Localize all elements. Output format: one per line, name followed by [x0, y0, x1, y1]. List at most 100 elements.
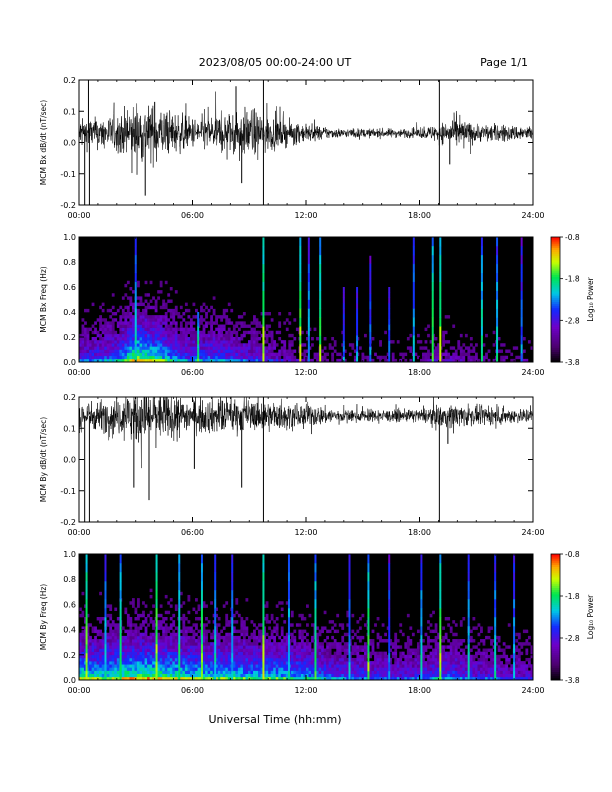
spectrogram-cell	[255, 340, 259, 344]
series-line	[78, 91, 534, 175]
spectrogram-cell	[379, 654, 382, 659]
spectrogram-cell	[361, 648, 365, 652]
spectrogram-cell	[487, 664, 491, 668]
spectrogram-cell	[505, 667, 509, 671]
spectrogram-cell	[189, 352, 193, 357]
streak	[494, 581, 497, 591]
spectrogram-cell	[270, 645, 274, 649]
spectrogram-cell	[202, 670, 206, 674]
spectrogram-cell	[187, 352, 191, 357]
spectrogram-cell	[429, 651, 433, 656]
spectrogram-cell	[245, 349, 249, 353]
spectrogram-cell	[225, 358, 229, 362]
spectrogram-cell	[255, 358, 259, 362]
spectrogram-cell	[94, 661, 97, 665]
streak	[412, 299, 415, 309]
spectrogram-cell	[139, 673, 143, 678]
spectrogram-cell	[142, 661, 145, 665]
spectrogram-cell	[111, 629, 115, 634]
spectrogram-cell	[119, 327, 123, 332]
spectrogram-cell	[253, 645, 256, 649]
spectrogram-cell	[485, 651, 488, 656]
spectrogram-cell	[109, 337, 113, 341]
streak	[287, 563, 290, 573]
spectrogram-cell	[333, 623, 337, 627]
spectrogram-cell	[321, 667, 324, 671]
spectrogram-cell	[81, 632, 85, 637]
streak	[513, 626, 516, 636]
spectrogram-cell	[84, 308, 87, 313]
x-tick-label: 06:00	[181, 528, 204, 537]
spectrogram-cell	[225, 330, 229, 335]
spectrogram-cell	[515, 667, 519, 671]
spectrogram-cell	[227, 645, 231, 649]
streak	[388, 617, 391, 627]
spectrogram-cell	[131, 302, 135, 307]
streak	[299, 344, 302, 354]
spectrogram-cell	[195, 632, 198, 637]
spectrogram-cell	[371, 651, 375, 656]
spectrogram-cell	[235, 642, 239, 646]
spectrogram-cell	[364, 645, 367, 649]
spectrogram-cell	[527, 642, 531, 646]
spectrogram-cell	[137, 598, 140, 602]
spectrogram-cell	[452, 620, 456, 624]
colorbar-swatch	[551, 646, 560, 649]
streak	[369, 308, 372, 317]
spectrogram-cell	[126, 280, 130, 285]
streak	[520, 245, 523, 256]
spectrogram-cell	[447, 657, 451, 662]
streak	[388, 329, 391, 336]
spectrogram-cell	[157, 667, 161, 671]
spectrogram-cell	[232, 349, 236, 353]
spectrogram-cell	[235, 673, 239, 678]
spectrogram-cell	[273, 343, 277, 347]
spectrogram-cell	[427, 626, 430, 630]
colorbar-swatch	[551, 303, 560, 307]
spectrogram-cell	[91, 673, 95, 678]
spectrogram-cell	[242, 355, 246, 360]
spectrogram-cell	[298, 623, 302, 627]
streak	[348, 572, 351, 582]
spectrogram-cell	[154, 330, 158, 335]
spectrogram-cell	[167, 330, 171, 335]
spectrogram-cell	[187, 349, 191, 353]
spectrogram-cell	[459, 673, 463, 678]
spectrogram-cell	[131, 321, 135, 325]
streak	[369, 286, 372, 294]
spectrogram-cell	[99, 620, 102, 624]
spectrogram-cell	[353, 642, 357, 646]
spectrogram-cell	[121, 349, 125, 353]
spectrogram-cell	[129, 657, 133, 662]
spectrogram-cell	[134, 661, 138, 665]
streak	[262, 245, 265, 256]
streak	[307, 299, 310, 309]
spectrogram-cell	[129, 330, 133, 335]
streak	[439, 237, 442, 247]
spectrogram-cell	[434, 673, 438, 678]
spectrogram-cell	[91, 626, 95, 630]
spectrogram-cell	[152, 327, 155, 332]
streak	[467, 563, 470, 573]
spectrogram-cell	[182, 673, 186, 678]
spectrogram-cell	[338, 670, 342, 674]
spectrogram-cell	[129, 340, 133, 344]
spectrogram-cell	[162, 626, 166, 630]
spectrogram-cell	[298, 657, 302, 662]
spectrogram-cell	[462, 676, 466, 680]
streak	[513, 644, 516, 654]
spectrogram-cell	[159, 661, 163, 665]
spectrogram-cell	[268, 670, 271, 674]
spectrogram-cell	[391, 642, 395, 646]
spectrogram-cell	[94, 358, 97, 362]
spectrogram-cell	[333, 642, 337, 646]
spectrogram-cell	[517, 632, 521, 637]
spectrogram-cell	[321, 626, 324, 630]
spectrogram-cell	[258, 321, 261, 325]
spectrogram-cell	[184, 337, 188, 341]
spectrogram-cell	[242, 661, 246, 665]
spectrogram-cell	[293, 355, 297, 360]
spectrogram-cell	[159, 639, 163, 643]
spectrogram-cell	[240, 667, 244, 671]
